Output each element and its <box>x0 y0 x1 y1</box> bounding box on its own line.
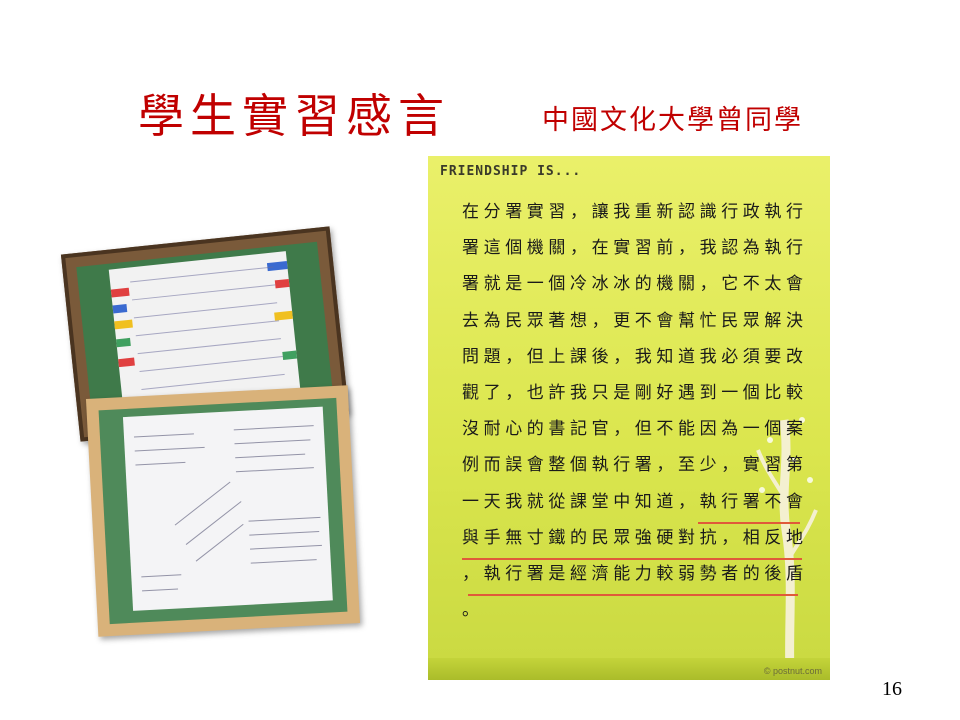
page-number: 16 <box>882 678 902 700</box>
slide-subtitle: 中國文化大學曾同學 <box>542 105 803 136</box>
tree-illustration <box>756 417 818 680</box>
highlight-underline <box>698 522 800 524</box>
message-paper <box>122 406 333 611</box>
card-body-text: 在分署實習，讓我重新認識行政執行 署這個機關，在實習前，我認為執行 署就是一個冷… <box>462 202 808 621</box>
photo-handwritten-messages <box>85 385 361 637</box>
letter-card: FRIENDSHIP IS... 在分署實習，讓我重新認識行政執行 署這個機關，… <box>428 156 830 680</box>
slide-title: 學生實習感言 <box>138 89 450 143</box>
card-heading: FRIENDSHIP IS... <box>440 164 582 179</box>
card-watermark: © postnut.com <box>763 666 822 676</box>
grass-strip <box>428 658 830 680</box>
highlight-underline <box>462 558 802 560</box>
highlight-underline <box>468 594 798 596</box>
green-backing <box>98 397 348 625</box>
